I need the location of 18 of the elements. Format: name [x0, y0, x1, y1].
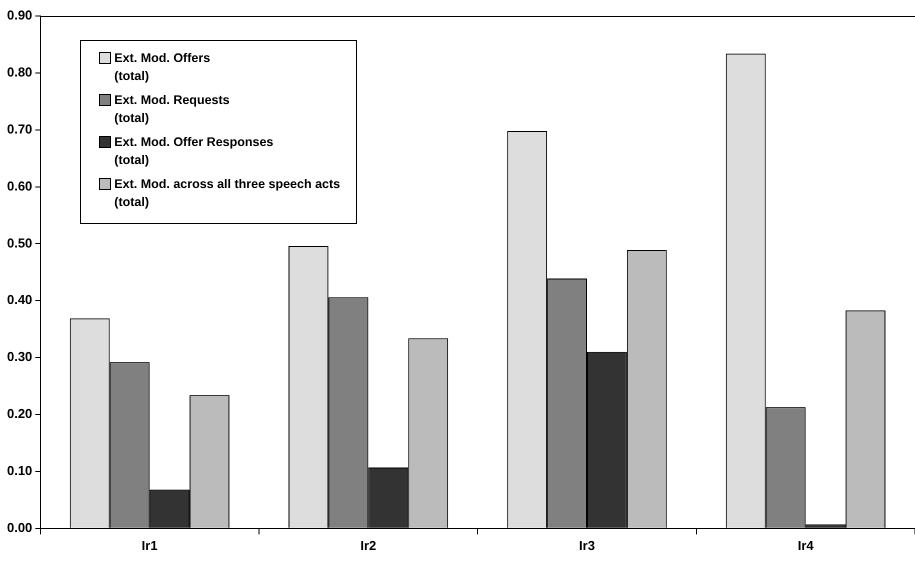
- legend-label: Ext. Mod. Offer Responses (total): [114, 134, 274, 169]
- legend-label: Ext. Mod. Requests (total): [114, 92, 230, 127]
- x-tick-label: Ir3: [579, 538, 595, 553]
- y-tick-label: 0.30: [6, 349, 32, 364]
- legend-label: Ext. Mod. Offers (total): [114, 50, 210, 85]
- y-tick-label: 0.40: [6, 292, 32, 308]
- y-tick-label: 0.90: [6, 8, 32, 23]
- x-tick-label: Ir4: [798, 538, 814, 553]
- x-tick-label: Ir1: [142, 538, 158, 553]
- y-tick-label: 0.70: [6, 121, 32, 136]
- y-tick-label: 0.60: [6, 178, 32, 194]
- y-tick-label: 0.20: [6, 406, 32, 422]
- y-tick-label: 0.50: [6, 235, 32, 250]
- legend-label: Ext. Mod. across all three speech acts (total): [114, 176, 340, 211]
- y-tick-label: 0.80: [6, 64, 32, 80]
- y-tick-label: 0.00: [6, 520, 32, 535]
- y-tick-label: 0.10: [6, 463, 32, 478]
- x-tick-label: Ir2: [360, 538, 376, 553]
